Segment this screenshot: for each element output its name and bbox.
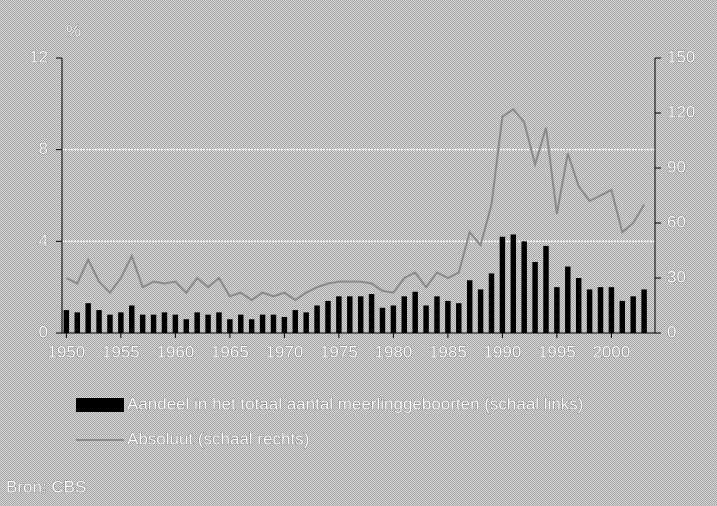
bar — [499, 236, 506, 333]
bar — [107, 314, 113, 333]
bar — [565, 266, 571, 333]
legend-label: Absoluut (schaal rechts) — [127, 429, 309, 448]
bar — [630, 296, 636, 333]
bar — [379, 307, 386, 333]
y2-tick-label: 30 — [667, 267, 686, 286]
bar — [194, 312, 200, 333]
bar — [641, 289, 647, 333]
bar — [488, 273, 495, 333]
x-tick-label: 1960 — [156, 342, 194, 361]
bar — [586, 289, 593, 333]
bar — [139, 314, 146, 333]
x-tick-label: 1965 — [211, 342, 249, 361]
bar — [63, 310, 70, 333]
bar — [74, 312, 80, 333]
bar — [466, 280, 473, 333]
legend-label: Aandeel in het totaal aantal meerlinggeb… — [127, 394, 583, 413]
bar — [325, 300, 331, 333]
legend-swatch — [76, 398, 124, 412]
bar — [150, 314, 157, 333]
bar — [216, 312, 222, 333]
y-tick-label: 4 — [39, 231, 48, 250]
bar — [85, 303, 91, 333]
bar — [575, 278, 582, 333]
y2-tick-label: 90 — [667, 157, 686, 176]
y-tick-label: 8 — [39, 139, 48, 158]
x-tick-label: 1955 — [102, 342, 140, 361]
bar — [401, 296, 408, 333]
x-tick-label: 1970 — [265, 342, 303, 361]
bar — [390, 305, 397, 333]
bar — [205, 314, 211, 333]
bar — [608, 287, 615, 333]
y-tick-label: 0 — [39, 322, 48, 341]
x-tick-label: 1995 — [538, 342, 576, 361]
bar — [172, 314, 179, 333]
y2-tick-label: 120 — [667, 102, 695, 121]
bar — [368, 294, 375, 333]
source: Bron: CBS — [6, 477, 86, 496]
bar — [161, 312, 168, 333]
bar — [248, 319, 255, 333]
y-tick-label: 12 — [29, 47, 48, 66]
y2-tick-label: 0 — [667, 322, 676, 341]
bar — [412, 291, 418, 333]
bar — [227, 319, 233, 333]
bar — [314, 305, 320, 333]
bar — [597, 287, 604, 333]
x-tick-label: 2000 — [592, 342, 630, 361]
bar — [183, 319, 189, 333]
bar — [456, 303, 462, 333]
line — [65, 108, 645, 302]
bar — [521, 241, 527, 333]
bar — [270, 314, 277, 333]
bar — [347, 296, 353, 333]
bar — [434, 296, 440, 333]
bar — [303, 312, 309, 333]
bar — [238, 314, 244, 333]
bar — [292, 310, 299, 333]
bar — [619, 300, 626, 333]
y-axis-label: % — [66, 21, 81, 40]
x-tick-label: 1990 — [483, 342, 521, 361]
bar — [259, 314, 266, 333]
bar — [477, 289, 484, 333]
bar — [532, 261, 538, 333]
bar — [281, 316, 288, 333]
bar — [543, 245, 549, 333]
bar — [129, 305, 135, 333]
bar — [510, 234, 517, 333]
bar — [445, 300, 451, 333]
x-tick-label: 1980 — [374, 342, 412, 361]
x-tick-label: 1975 — [320, 342, 358, 361]
y2-tick-label: 150 — [667, 47, 695, 66]
x-tick-label: 1950 — [47, 342, 85, 361]
bar — [118, 312, 124, 333]
bar — [423, 305, 429, 333]
x-tick-label: 1985 — [429, 342, 467, 361]
bar — [336, 296, 342, 333]
bar — [96, 310, 102, 333]
bar — [357, 296, 364, 333]
bar — [554, 287, 560, 333]
y2-tick-label: 60 — [667, 212, 686, 231]
